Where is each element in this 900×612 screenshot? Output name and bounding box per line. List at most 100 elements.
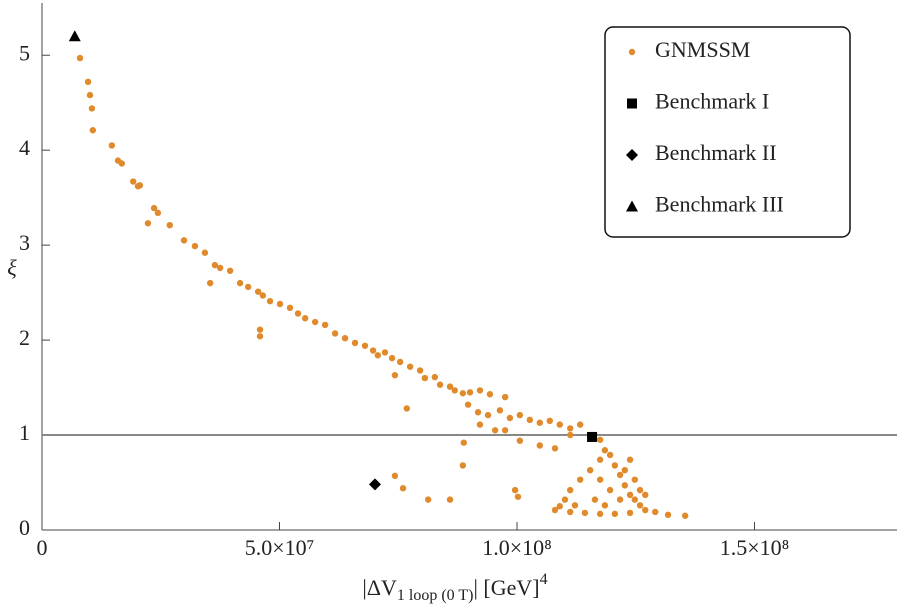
marker-circle [536,442,543,449]
marker-circle [406,363,414,370]
marker-circle [403,405,410,412]
marker-circle [256,326,264,333]
marker-diamond [368,478,381,491]
marker-circle [436,381,444,388]
marker-circle [311,318,319,326]
marker-circle [664,511,672,519]
marker-circle [606,451,614,459]
marker-circle [286,304,294,312]
legend-marker [626,149,638,161]
marker-circle [226,267,234,274]
marker-circle [536,419,543,426]
marker-circle [571,502,579,509]
marker-circle [606,486,614,494]
marker-circle [621,466,629,474]
marker-circle [616,496,624,503]
x-label-sup: 4 [540,571,548,588]
marker-circle [451,387,458,394]
marker-circle [496,407,504,414]
marker-circle [294,310,302,317]
marker-circle [576,476,584,483]
legend-label: Benchmark III [655,192,784,217]
marker-circle [351,339,359,347]
marker-circle [611,462,619,469]
marker-circle [89,127,97,134]
marker-circle [211,261,219,269]
marker-circle [652,508,659,516]
legend-marker [626,200,638,212]
marker-circle [446,383,454,390]
legend-marker [627,98,637,109]
marker-circle [391,472,399,480]
marker-circle [631,496,638,503]
marker-circle [396,358,404,366]
marker-circle [586,466,594,474]
marker-circle [374,352,382,359]
marker-circle [201,249,209,256]
y-tick-label: 0 [19,515,30,540]
marker-circle [491,427,499,434]
marker-circle [516,437,524,444]
marker-circle [361,342,369,349]
marker-circle [551,506,559,514]
marker-circle [266,297,274,305]
marker-circle [259,292,267,299]
marker-circle [76,54,84,62]
legend-label: Benchmark I [655,89,769,114]
marker-circle [446,496,454,503]
marker-circle [474,409,482,416]
marker-circle [476,421,484,428]
marker-circle [421,374,429,382]
marker-circle [546,417,553,425]
marker-circle [526,416,534,424]
marker-circle [567,486,574,494]
marker-circle [561,496,569,503]
marker-circle [381,349,389,356]
legend-label: Benchmark II [655,140,777,165]
marker-circle [486,391,494,398]
marker-circle [626,509,634,517]
y-tick-label: 4 [19,135,30,160]
marker-circle [642,491,649,499]
marker-circle [144,220,152,227]
marker-circle [180,237,188,244]
marker-circle [596,510,604,518]
marker-circle [459,462,467,469]
x-tick-label: 1.5×10⁸ [720,535,790,560]
marker-circle [501,393,509,401]
y-tick-label: 5 [19,40,30,65]
marker-circle [567,508,574,516]
marker-circle [601,447,609,454]
marker-circle [244,283,252,291]
x-tick-label: 0 [37,535,48,560]
marker-circle [636,486,644,494]
marker-circle [191,242,199,250]
marker-circle [506,414,514,422]
marker-circle [567,431,574,439]
marker-circle [636,502,644,509]
x-tick-label: 1.0×10⁸ [482,535,552,560]
marker-circle [591,496,599,503]
marker-circle [416,367,424,374]
legend: GNMSSM Benchmark I Benchmark II Benchmark I… [604,26,851,238]
marker-circle [626,491,634,499]
marker-circle [464,401,472,408]
y-tick-label: 3 [19,230,30,255]
marker-circle [321,321,329,329]
marker-circle [466,389,474,396]
marker-circle [84,78,92,86]
x-axis-label: |ΔV1 loop (0 T)| [GeV]4 [362,571,547,604]
marker-circle [108,142,116,149]
marker-circle [331,330,339,337]
marker-circle [611,510,619,518]
marker-circle [236,279,244,287]
x-label-rest: | [GeV] [473,575,539,600]
marker-circle [88,105,96,112]
marker-circle [616,471,624,479]
marker-triangle [68,30,81,42]
y-tick-label: 1 [19,420,30,445]
marker-circle [150,204,158,212]
marker-circle [576,421,584,428]
marker-circle [460,439,467,446]
